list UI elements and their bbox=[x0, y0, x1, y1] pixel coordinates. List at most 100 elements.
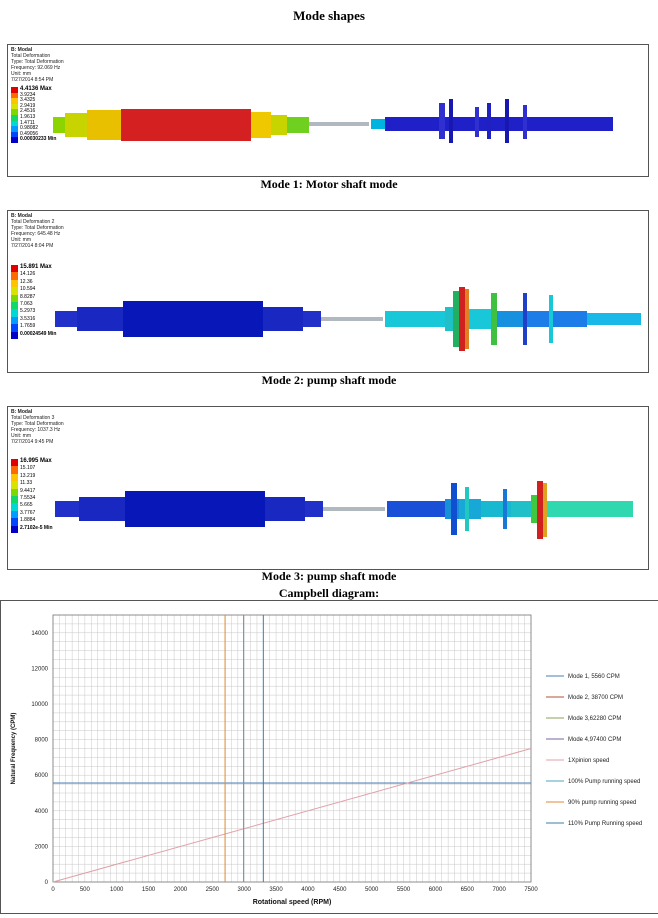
scale-label: 3.9234 bbox=[20, 91, 36, 98]
scale-swatch bbox=[11, 103, 18, 110]
scale-swatch bbox=[11, 525, 18, 533]
legend-label: Mode 2, 38700 CPM bbox=[568, 695, 623, 701]
scale-label: 4.4136 Max bbox=[20, 86, 52, 92]
header-line: Unit: mm bbox=[11, 237, 31, 243]
scale-label: 1.8884 bbox=[20, 517, 36, 524]
scale-label: 1.4711 bbox=[20, 119, 35, 126]
mode-2-shaft-render bbox=[55, 287, 641, 351]
mode-3-header: B: Modal Total Deformation 3 Type: Total… bbox=[11, 409, 64, 445]
scale-label: 2.4516 bbox=[20, 108, 36, 115]
scale-swatch bbox=[11, 287, 18, 295]
mode-1-header: B: Modal Total Deformation Type: Total D… bbox=[11, 47, 64, 83]
x-tick-label: 4500 bbox=[333, 887, 347, 893]
scale-swatch bbox=[11, 115, 18, 121]
header-line: B: Modal bbox=[11, 47, 33, 53]
header-line: B: Modal bbox=[11, 213, 33, 219]
mode-1-color-scale: 4.4136 Max 3.9234 3.4325 2.9419 2.4516 1.9613… bbox=[11, 86, 81, 147]
legend-label: 90% pump running speed bbox=[568, 800, 636, 806]
mode-2-caption: Mode 2: pump shaft mode bbox=[261, 373, 397, 387]
scale-swatch bbox=[11, 488, 18, 496]
mode-1-shaft-render bbox=[53, 99, 613, 143]
y-tick-label: 8000 bbox=[35, 738, 49, 744]
legend-label: Mode 3,62280 CPM bbox=[568, 716, 621, 722]
scale-swatch bbox=[11, 294, 18, 302]
scale-swatch bbox=[11, 98, 18, 104]
page-title: Mode shapes bbox=[293, 8, 365, 23]
scale-label: 13.219 bbox=[20, 472, 36, 479]
mode-3-color-scale: 16.995 Max 15.107 13.219 11.33 9.4417 7.5534 5… bbox=[11, 458, 81, 539]
x-tick-label: 0 bbox=[51, 887, 55, 893]
scale-swatch bbox=[11, 496, 18, 504]
y-tick-label: 12000 bbox=[31, 666, 48, 672]
x-tick-label: 7500 bbox=[524, 887, 538, 893]
header-line: Type: Total Deformation bbox=[11, 421, 64, 427]
scale-label: 9.4417 bbox=[20, 487, 36, 494]
scale-swatch bbox=[11, 272, 18, 280]
scale-swatch bbox=[11, 137, 18, 143]
header-line: Total Deformation 3 bbox=[11, 415, 55, 421]
scale-swatch bbox=[11, 109, 18, 115]
scale-label: 14.126 bbox=[20, 271, 36, 278]
header-line: Total Deformation bbox=[11, 53, 51, 59]
scale-swatch bbox=[11, 316, 18, 325]
y-tick-label: 10000 bbox=[31, 702, 48, 708]
header-line: B: Modal bbox=[11, 409, 33, 415]
scale-swatch bbox=[11, 309, 18, 317]
scale-label: 3.7767 bbox=[20, 509, 36, 516]
campbell-diagram: 0 500 1000 1500 2000 2500 3000 3500 4000 4500 5000… bbox=[0, 600, 658, 914]
x-tick-label: 500 bbox=[80, 887, 91, 893]
scale-label: 15.891 Max bbox=[20, 264, 52, 270]
x-tick-label: 2500 bbox=[206, 887, 220, 893]
header-line: Frequency: 1037.3 Hz bbox=[11, 427, 61, 433]
x-tick-label: 4000 bbox=[301, 887, 315, 893]
scale-label: 15.107 bbox=[20, 465, 36, 472]
x-tick-label: 2000 bbox=[174, 887, 188, 893]
scale-swatch bbox=[11, 510, 18, 519]
y-tick-label: 4000 bbox=[35, 809, 49, 815]
scale-swatch bbox=[11, 87, 18, 93]
scale-swatch bbox=[11, 302, 18, 310]
mode-2-header: B: Modal Total Deformation 2 Type: Total… bbox=[11, 213, 64, 249]
mode-1-panel: B: Modal Total Deformation Type: Total D… bbox=[7, 44, 649, 177]
header-line: Frequency: 645.48 Hz bbox=[11, 231, 61, 237]
x-tick-label: 1500 bbox=[142, 887, 156, 893]
legend-label: Mode 4,97400 CPM bbox=[568, 737, 621, 743]
scale-label: 7.063 bbox=[20, 301, 33, 307]
scale-label: 0.98082 bbox=[20, 125, 39, 132]
scale-swatch bbox=[11, 92, 18, 99]
x-tick-label: 1000 bbox=[110, 887, 124, 893]
legend-label: 100% Pump running speed bbox=[568, 779, 640, 785]
scale-swatch bbox=[11, 324, 18, 332]
scale-label: 1.7659 bbox=[20, 323, 36, 330]
scale-swatch bbox=[11, 265, 18, 273]
scale-label: 12.36 bbox=[20, 278, 33, 285]
header-line: Unit: mm bbox=[11, 433, 31, 439]
header-line: 7/27/2014 8:04 PM bbox=[11, 243, 54, 249]
scale-swatch bbox=[11, 518, 18, 526]
y-tick-label: 2000 bbox=[35, 844, 49, 850]
legend-label: 1Xpinion speed bbox=[568, 758, 609, 764]
mode-2-panel: B: Modal Total Deformation 2 Type: Total… bbox=[7, 210, 649, 373]
scale-swatch bbox=[11, 459, 18, 467]
scale-swatch bbox=[11, 481, 18, 489]
scale-swatch bbox=[11, 331, 18, 339]
scale-label: 2.9419 bbox=[20, 102, 36, 109]
scale-label: 3.4325 bbox=[20, 97, 36, 104]
header-line: Type: Total Deformation bbox=[11, 59, 64, 65]
scale-swatch bbox=[11, 120, 18, 127]
scale-swatch bbox=[11, 279, 18, 288]
scale-label: 16.995 Max bbox=[20, 458, 52, 464]
header-line: Unit: mm bbox=[11, 71, 31, 77]
y-tick-label: 0 bbox=[45, 880, 49, 886]
x-tick-label: 6000 bbox=[429, 887, 443, 893]
y-axis-label: Natural Frequency (CPM) bbox=[11, 713, 17, 785]
x-tick-label: 7000 bbox=[492, 887, 506, 893]
scale-label: 0.49056 bbox=[20, 130, 39, 137]
header-line: 7/27/2014 8:54 PM bbox=[11, 77, 54, 83]
y-tick-label: 6000 bbox=[35, 773, 49, 779]
x-tick-label: 6500 bbox=[461, 887, 475, 893]
scale-label: 0.00024549 Min bbox=[20, 330, 57, 337]
x-axis-label: Rotational speed (RPM) bbox=[253, 899, 332, 906]
x-tick-label: 3500 bbox=[269, 887, 283, 893]
x-tick-label: 5000 bbox=[365, 887, 379, 893]
